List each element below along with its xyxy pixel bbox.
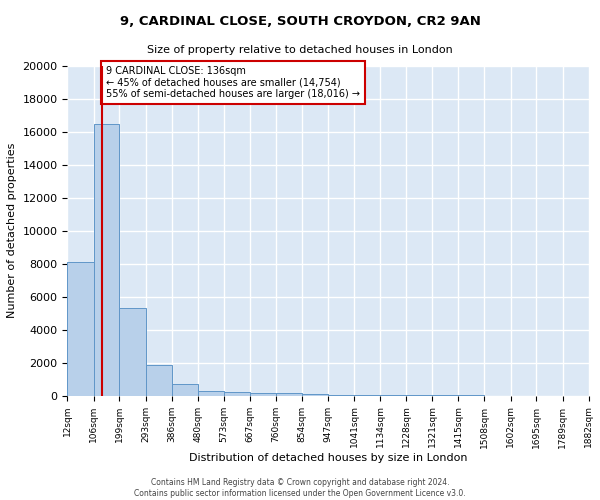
Bar [250, 393, 276, 396]
Bar [354, 395, 380, 396]
Text: 9, CARDINAL CLOSE, SOUTH CROYDON, CR2 9AN: 9, CARDINAL CLOSE, SOUTH CROYDON, CR2 9A… [119, 15, 481, 28]
Bar [198, 390, 224, 396]
Text: Contains HM Land Registry data © Crown copyright and database right 2024.
Contai: Contains HM Land Registry data © Crown c… [134, 478, 466, 498]
Y-axis label: Number of detached properties: Number of detached properties [7, 143, 17, 318]
Bar [94, 124, 119, 396]
Bar [146, 365, 172, 396]
Bar [119, 308, 146, 396]
Text: 9 CARDINAL CLOSE: 136sqm
← 45% of detached houses are smaller (14,754)
55% of se: 9 CARDINAL CLOSE: 136sqm ← 45% of detach… [106, 66, 360, 99]
Bar [328, 395, 354, 396]
Bar [67, 262, 94, 396]
Bar [276, 393, 302, 396]
Bar [302, 394, 328, 396]
X-axis label: Distribution of detached houses by size in London: Distribution of detached houses by size … [189, 453, 467, 463]
Text: Size of property relative to detached houses in London: Size of property relative to detached ho… [147, 45, 453, 55]
Bar [172, 384, 198, 396]
Bar [224, 392, 250, 396]
